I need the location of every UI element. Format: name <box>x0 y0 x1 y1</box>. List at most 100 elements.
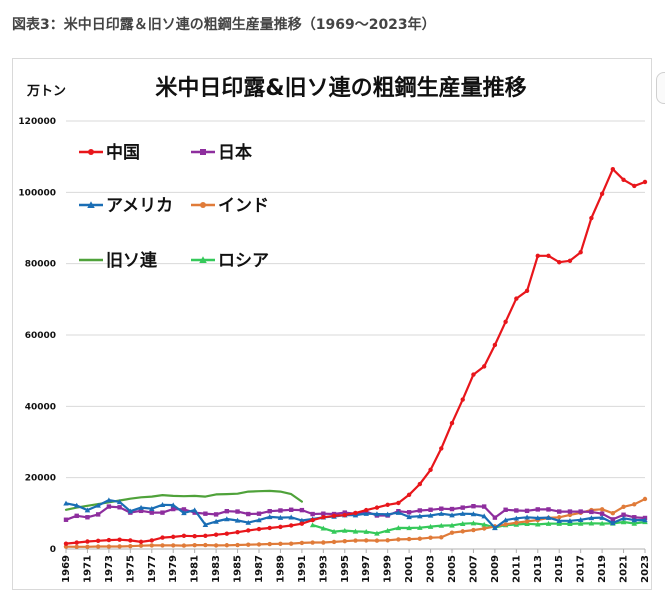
data-point <box>149 505 155 511</box>
data-point <box>342 527 348 533</box>
data-point <box>406 492 412 497</box>
data-point <box>621 177 626 183</box>
data-point <box>278 524 283 530</box>
side-scroll-tab[interactable] <box>656 72 665 104</box>
data-point <box>106 504 112 509</box>
data-point <box>138 504 144 510</box>
x-tick-label: 2011 <box>511 555 522 583</box>
data-point <box>181 510 187 516</box>
data-point <box>631 517 638 523</box>
data-point <box>599 514 605 520</box>
x-tick-label: 2015 <box>554 555 565 583</box>
data-point <box>620 515 627 521</box>
data-point <box>577 517 584 522</box>
data-point <box>513 515 520 521</box>
data-point <box>557 515 562 520</box>
data-point <box>492 525 498 531</box>
data-point <box>374 530 380 536</box>
data-point <box>224 508 230 514</box>
x-tick-label: 2019 <box>597 555 608 583</box>
legend-item: 中国 <box>79 142 140 163</box>
y-tick-label: 20000 <box>25 474 56 484</box>
x-tick-label: 1969 <box>61 555 72 583</box>
legend-label: 旧ソ連 <box>106 250 158 271</box>
data-point <box>535 507 540 512</box>
data-point <box>74 540 79 545</box>
data-point <box>396 500 401 506</box>
data-point <box>631 520 638 526</box>
data-point <box>95 538 101 543</box>
data-point <box>374 511 380 517</box>
data-point <box>438 510 445 516</box>
data-point <box>524 519 530 524</box>
data-point <box>632 515 637 520</box>
data-point <box>503 507 508 512</box>
data-point <box>128 543 133 549</box>
data-point <box>160 543 165 548</box>
data-point <box>84 507 91 513</box>
data-point <box>481 504 487 509</box>
chart-title: 米中日印露&旧ソ連の粗鋼生産量推移 <box>155 75 526 101</box>
data-point <box>545 520 552 526</box>
series-group <box>63 166 648 546</box>
data-point <box>106 544 112 549</box>
data-point <box>449 530 455 535</box>
data-point <box>524 508 530 514</box>
series-group <box>309 519 648 536</box>
data-point <box>278 508 283 513</box>
data-point <box>481 526 487 531</box>
data-point <box>514 508 519 513</box>
data-point <box>181 533 187 539</box>
data-point <box>642 496 648 502</box>
data-point <box>449 506 455 512</box>
data-point <box>235 542 240 548</box>
data-point <box>73 502 80 508</box>
data-point <box>246 511 251 517</box>
x-tick-label: 2007 <box>468 555 479 583</box>
data-point <box>288 514 294 520</box>
data-point <box>481 513 487 519</box>
data-point <box>299 507 305 513</box>
y-tick-label: 60000 <box>25 331 56 341</box>
data-point <box>149 538 154 543</box>
legend-item: 日本 <box>191 142 252 163</box>
data-point <box>406 536 412 542</box>
data-point <box>170 502 176 508</box>
x-tick-label: 1989 <box>275 555 286 583</box>
data-point <box>299 540 305 546</box>
data-point <box>352 528 359 534</box>
data-point <box>599 507 605 512</box>
x-tick-label: 2001 <box>404 555 415 583</box>
data-point <box>171 506 176 512</box>
data-point <box>192 510 197 515</box>
series-group <box>64 489 303 511</box>
data-point <box>492 515 498 520</box>
legend-label: ロシア <box>218 251 269 271</box>
data-point <box>213 518 219 524</box>
x-tick-label: 1995 <box>340 555 351 583</box>
data-point <box>364 507 369 513</box>
data-point <box>127 508 134 514</box>
data-point <box>384 527 391 533</box>
data-point <box>610 511 616 516</box>
data-point <box>213 512 219 517</box>
data-point <box>256 517 262 523</box>
data-point <box>567 258 573 264</box>
legend-swatch-marker <box>88 149 94 155</box>
data-point <box>63 544 69 549</box>
data-point <box>439 535 444 540</box>
data-point <box>610 517 616 522</box>
data-point <box>192 542 197 548</box>
data-point <box>310 540 315 545</box>
data-point <box>535 253 540 259</box>
data-point <box>546 253 551 259</box>
data-point <box>363 510 369 516</box>
data-point <box>471 504 476 509</box>
x-tick-label: 1985 <box>233 555 244 583</box>
data-point <box>459 520 466 526</box>
data-point <box>427 512 434 518</box>
data-point <box>278 541 283 546</box>
data-point <box>128 538 133 543</box>
data-point <box>203 533 208 539</box>
